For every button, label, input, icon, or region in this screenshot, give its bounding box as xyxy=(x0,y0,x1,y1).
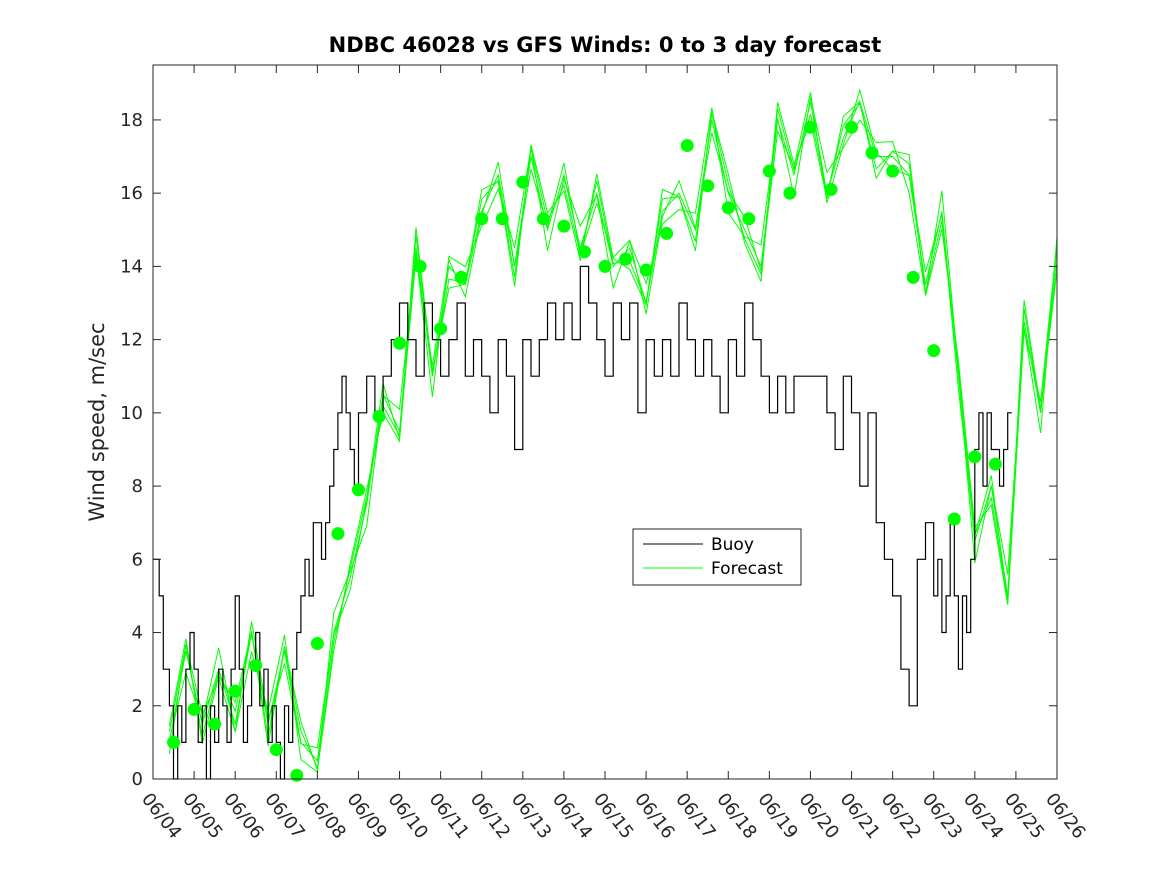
forecast-marker xyxy=(742,212,756,226)
y-tick-label: 4 xyxy=(132,623,143,644)
y-tick-label: 10 xyxy=(120,403,143,424)
forecast-marker xyxy=(577,245,591,259)
legend-box xyxy=(632,528,802,586)
forecast-marker xyxy=(536,212,550,226)
forecast-marker xyxy=(228,684,242,698)
forecast-marker xyxy=(372,410,386,424)
forecast-marker xyxy=(886,164,900,178)
buoy-line xyxy=(153,265,1012,780)
legend-label-forecast: Forecast xyxy=(711,559,783,579)
y-tick-label: 18 xyxy=(120,110,143,131)
forecast-marker xyxy=(557,219,571,233)
series-layer xyxy=(153,88,1058,782)
chart-title: NDBC 46028 vs GFS Winds: 0 to 3 day fore… xyxy=(329,33,882,57)
forecast-marker xyxy=(249,658,263,672)
forecast-marker xyxy=(290,768,304,782)
forecast-marker xyxy=(947,512,961,526)
forecast-marker xyxy=(598,259,612,273)
forecast-line xyxy=(168,100,1058,771)
forecast-marker xyxy=(906,270,920,284)
forecast-marker xyxy=(660,226,674,240)
y-tick-label: 8 xyxy=(132,476,143,497)
forecast-marker xyxy=(803,120,817,134)
forecast-marker xyxy=(454,270,468,284)
forecast-marker xyxy=(310,637,324,651)
forecast-marker xyxy=(639,263,653,277)
y-tick-label: 14 xyxy=(120,256,143,277)
forecast-marker xyxy=(927,344,941,358)
y-tick-label: 16 xyxy=(120,183,143,204)
forecast-marker xyxy=(413,259,427,273)
forecast-marker xyxy=(393,336,407,350)
forecast-marker xyxy=(824,182,838,196)
forecast-marker xyxy=(619,252,633,266)
forecast-marker xyxy=(968,450,982,464)
forecast-marker xyxy=(475,212,489,226)
forecast-marker xyxy=(269,743,283,757)
forecast-marker xyxy=(680,139,694,153)
forecast-marker xyxy=(331,527,345,541)
legend: Buoy Forecast xyxy=(632,528,802,586)
forecast-marker xyxy=(701,179,715,193)
forecast-marker xyxy=(167,735,181,749)
forecast-marker xyxy=(988,457,1002,471)
y-axis-label: Wind speed, m/sec xyxy=(85,322,109,521)
forecast-marker xyxy=(187,702,201,716)
forecast-marker xyxy=(762,164,776,178)
y-tick-label: 2 xyxy=(132,696,143,717)
forecast-marker xyxy=(351,483,365,497)
forecast-marker xyxy=(721,201,735,215)
forecast-marker xyxy=(845,120,859,134)
forecast-line xyxy=(168,100,1058,762)
y-tick-label: 12 xyxy=(120,330,143,351)
legend-label-buoy: Buoy xyxy=(711,535,754,555)
y-tick-label: 0 xyxy=(132,769,143,790)
forecast-marker xyxy=(208,717,222,731)
forecast-marker xyxy=(495,212,509,226)
forecast-marker xyxy=(865,146,879,160)
forecast-marker xyxy=(516,175,530,189)
forecast-marker xyxy=(434,322,448,336)
y-tick-label: 6 xyxy=(132,549,143,570)
forecast-marker xyxy=(783,186,797,200)
